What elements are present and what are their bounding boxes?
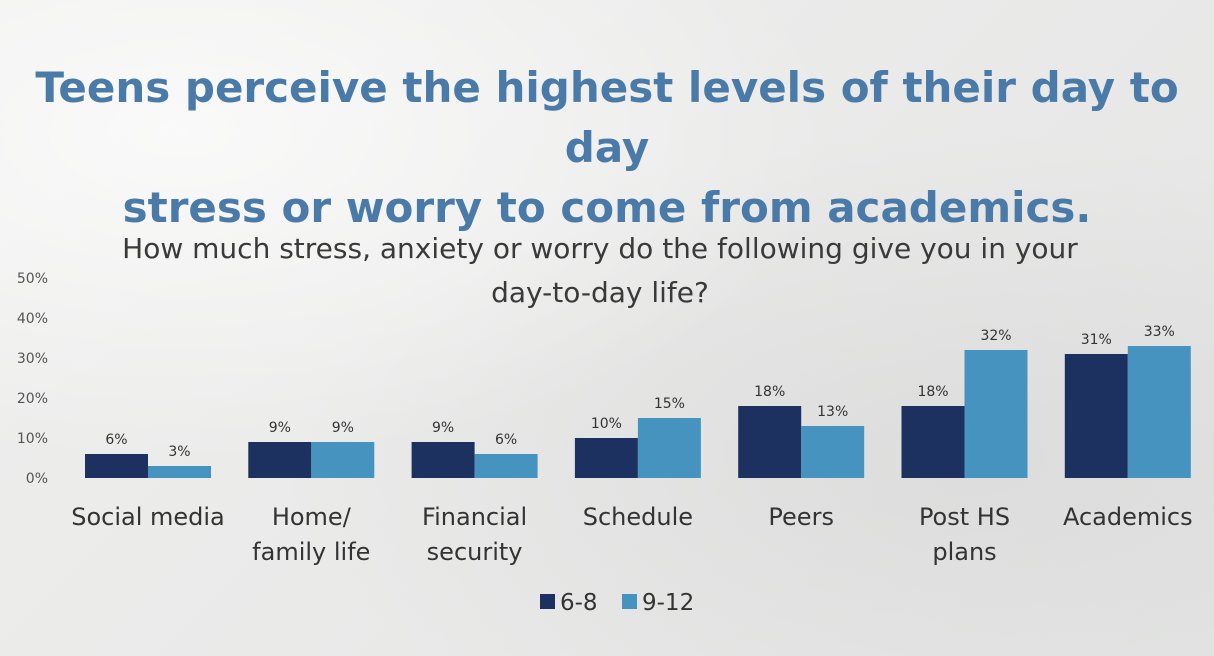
y-tick-label: 10% <box>17 431 48 447</box>
y-tick-label: 50% <box>17 271 48 287</box>
bar-6-8-3 <box>574 438 638 478</box>
data-label-9-12-2: 6% <box>495 432 517 448</box>
category-label: Post HS <box>919 503 1010 531</box>
legend: 6-8 9-12 <box>540 590 694 616</box>
data-label-9-12-1: 9% <box>332 420 354 436</box>
data-label-6-8-5: 18% <box>917 384 948 400</box>
legend-label-6-8: 6-8 <box>560 590 598 616</box>
category-label: Schedule <box>583 503 693 531</box>
bars: 6% 3% 9% 9% 9% 6% 10% 15% 18% 13% 18% 32% 31% 33% <box>85 324 1191 478</box>
chart-title-line-2: day-to-day life? <box>491 276 709 309</box>
bar-6-8-5 <box>901 406 965 478</box>
chart-title-line-1: How much stress, anxiety or worry do the… <box>122 232 1078 265</box>
legend-label-9-12: 9-12 <box>642 590 694 616</box>
bar-9-12-4 <box>801 426 865 478</box>
bar-6-8-2 <box>411 442 475 478</box>
bar-9-12-0 <box>148 466 211 478</box>
data-label-9-12-6: 33% <box>1144 324 1175 340</box>
y-tick-label: 40% <box>17 311 48 327</box>
category-label: security <box>427 538 523 566</box>
y-tick-label: 20% <box>17 391 48 407</box>
data-label-6-8-4: 18% <box>754 384 785 400</box>
category-label: Social media <box>71 503 225 531</box>
bar-6-8-0 <box>85 454 148 478</box>
y-tick-label: 30% <box>17 351 48 367</box>
category-label: Peers <box>768 503 834 531</box>
bar-9-12-1 <box>311 442 375 478</box>
data-label-9-12-0: 3% <box>168 444 190 460</box>
data-label-6-8-3: 10% <box>591 416 622 432</box>
x-axis-categories: Social media Home/family life Financial sec… <box>71 503 1192 566</box>
category-label: Financial <box>422 503 527 531</box>
bar-6-8-6 <box>1064 354 1128 478</box>
bar-9-12-6 <box>1127 346 1191 478</box>
headline: Teens perceive the highest levels of the… <box>0 58 1214 238</box>
category-label: plans <box>932 538 996 566</box>
bar-6-8-1 <box>248 442 312 478</box>
data-label-9-12-5: 32% <box>980 328 1011 344</box>
bar-6-8-4 <box>738 406 802 478</box>
headline-line-1: Teens perceive the highest levels of the… <box>35 63 1179 172</box>
category-label: family life <box>252 538 370 566</box>
data-label-6-8-2: 9% <box>432 420 454 436</box>
bar-9-12-5 <box>964 350 1028 478</box>
data-label-6-8-6: 31% <box>1081 332 1112 348</box>
y-axis: 0% 10% 20% 30% 40% 50% <box>17 271 48 487</box>
category-label: Home/ <box>272 503 352 531</box>
data-label-6-8-0: 6% <box>105 432 127 448</box>
y-tick-label: 0% <box>26 471 48 487</box>
data-label-9-12-3: 15% <box>654 396 685 412</box>
bar-9-12-2 <box>474 454 538 478</box>
legend-swatch-9-12 <box>622 594 637 609</box>
headline-line-2: stress or worry to come from academics. <box>122 183 1092 232</box>
category-label: Academics <box>1063 503 1193 531</box>
legend-swatch-6-8 <box>540 594 555 609</box>
data-label-6-8-1: 9% <box>269 420 291 436</box>
bar-9-12-3 <box>637 418 701 478</box>
data-label-9-12-4: 13% <box>817 404 848 420</box>
